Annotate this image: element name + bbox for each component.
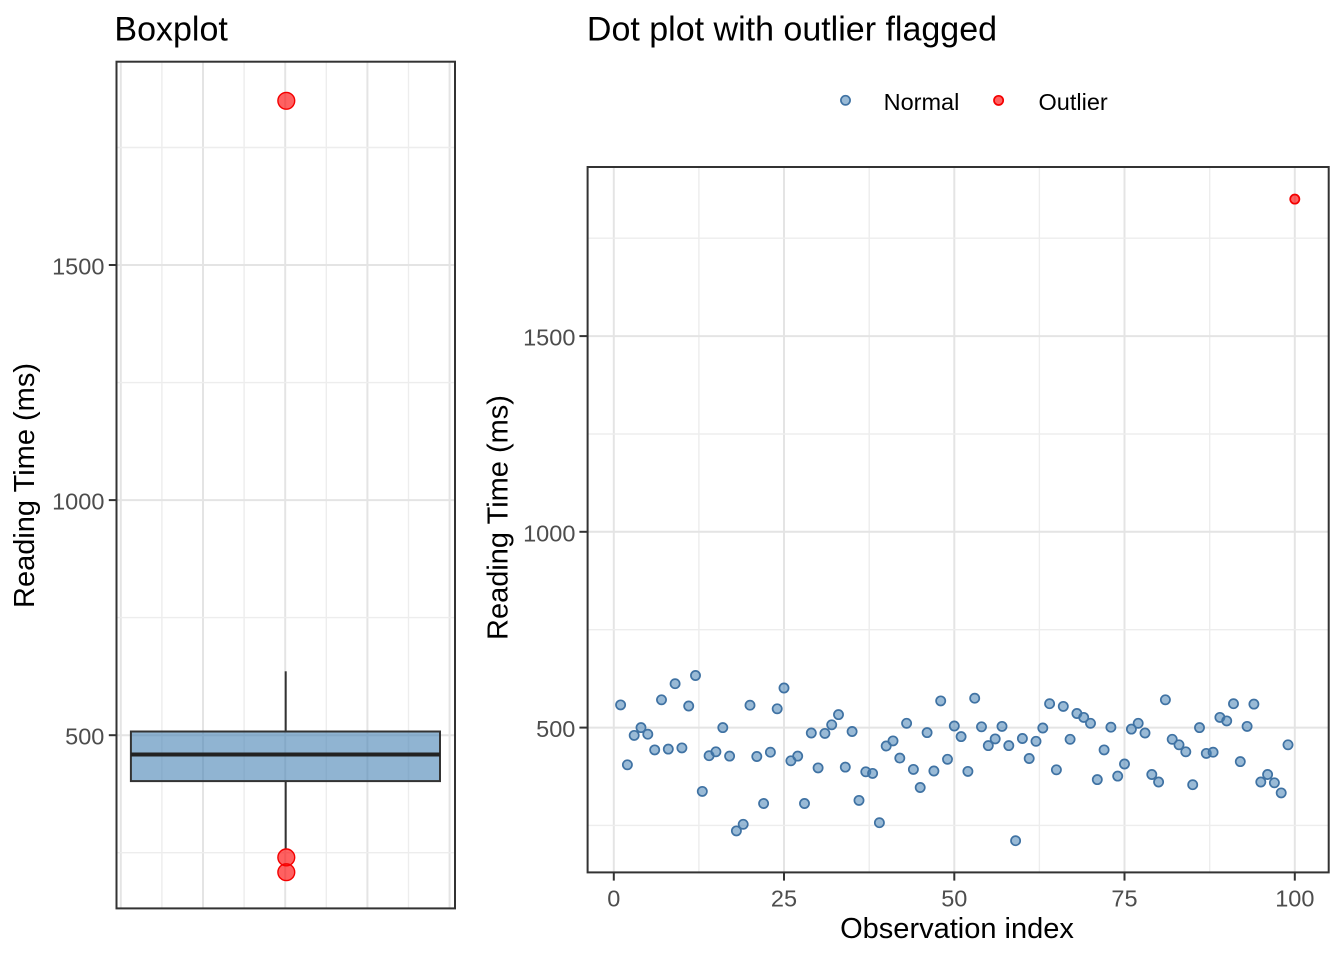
svg-text:25: 25 bbox=[771, 885, 797, 911]
svg-text:100: 100 bbox=[1275, 885, 1314, 911]
svg-text:Dot plot with outlier flagged: Dot plot with outlier flagged bbox=[587, 10, 997, 48]
svg-text:75: 75 bbox=[1111, 885, 1137, 911]
svg-text:1500: 1500 bbox=[52, 254, 104, 280]
svg-text:0: 0 bbox=[607, 885, 620, 911]
svg-text:Reading Time (ms): Reading Time (ms) bbox=[9, 363, 41, 608]
svg-text:Outlier: Outlier bbox=[1039, 89, 1108, 115]
svg-text:Reading Time (ms): Reading Time (ms) bbox=[483, 395, 515, 640]
svg-text:500: 500 bbox=[65, 724, 104, 750]
svg-text:50: 50 bbox=[941, 885, 967, 911]
svg-text:Normal: Normal bbox=[884, 89, 960, 115]
svg-text:1000: 1000 bbox=[523, 520, 575, 546]
svg-text:1500: 1500 bbox=[523, 325, 575, 351]
svg-text:500: 500 bbox=[536, 716, 575, 742]
svg-text:1000: 1000 bbox=[52, 489, 104, 515]
svg-text:Observation index: Observation index bbox=[840, 913, 1074, 945]
svg-text:Boxplot: Boxplot bbox=[114, 10, 228, 48]
